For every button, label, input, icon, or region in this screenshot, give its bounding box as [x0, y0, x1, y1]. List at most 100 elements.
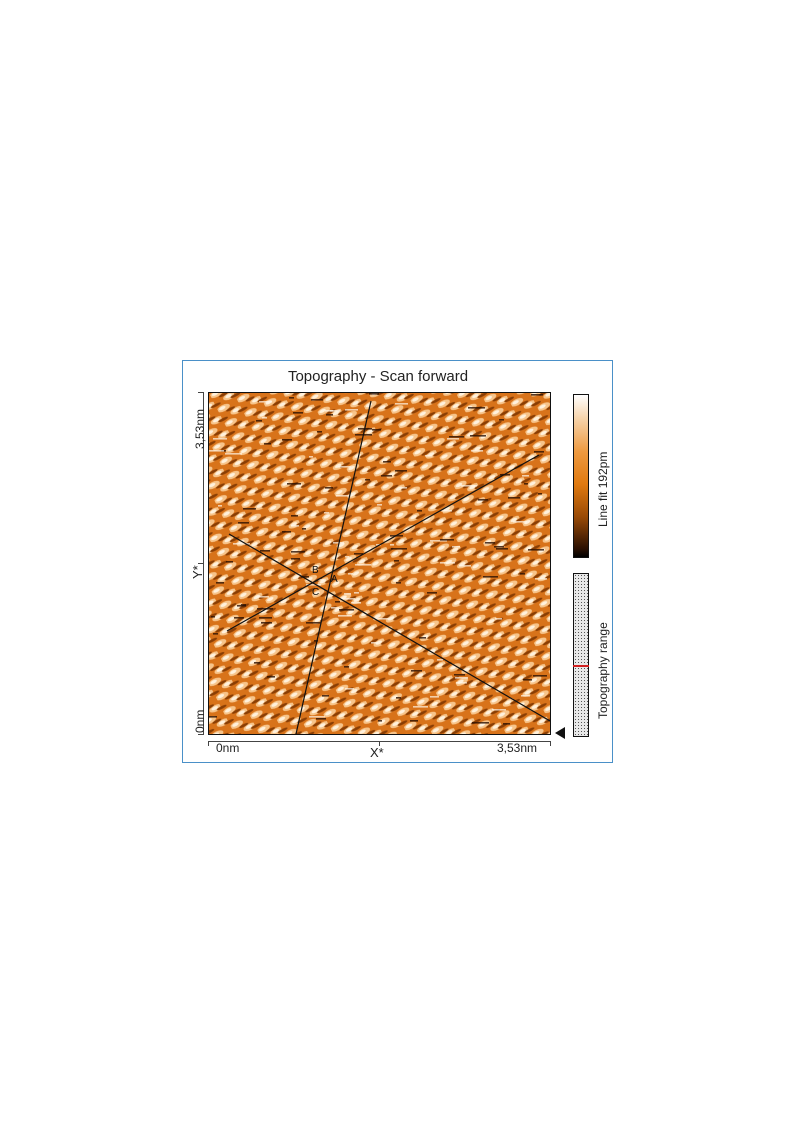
scan-streak — [523, 679, 532, 681]
scan-streak — [419, 637, 426, 639]
scan-streak — [301, 576, 309, 578]
scan-streak — [309, 716, 325, 718]
point-a-label: A — [331, 574, 338, 585]
scan-streak — [494, 546, 504, 548]
scan-streak — [391, 548, 407, 550]
scan-streak — [325, 487, 333, 489]
range-pointer-icon[interactable] — [555, 727, 565, 739]
y-max-label: 3,53nm — [193, 408, 207, 449]
scan-streak — [211, 616, 215, 618]
scan-streak — [345, 688, 354, 690]
profile-line-2 — [228, 533, 550, 722]
scan-streak — [259, 401, 272, 403]
scan-streak — [456, 682, 467, 684]
scan-streak — [413, 706, 428, 708]
scan-streak — [351, 602, 361, 604]
scan-streak — [335, 601, 340, 603]
scan-streak — [452, 546, 460, 548]
scan-streak — [521, 695, 530, 697]
scan-streak — [430, 696, 439, 698]
topography-image — [208, 392, 551, 735]
scan-streak — [449, 436, 464, 438]
scan-streak — [291, 525, 299, 527]
x-tick-min — [208, 741, 209, 746]
scan-streak — [209, 450, 224, 452]
scan-streak — [369, 393, 379, 395]
scan-streak — [324, 512, 329, 514]
scan-streak — [238, 522, 249, 524]
scan-streak — [289, 397, 294, 399]
y-min-label: 0nm — [193, 709, 207, 733]
scan-streak — [218, 505, 222, 507]
scan-streak — [226, 561, 233, 563]
scan-streak — [261, 622, 272, 624]
scan-streak — [390, 544, 394, 546]
scan-streak — [535, 578, 547, 580]
scan-streak — [520, 573, 525, 575]
scan-streak — [344, 593, 351, 595]
scan-streak — [410, 720, 418, 722]
scan-streak — [316, 718, 326, 720]
profile-line-3 — [226, 454, 540, 632]
scan-streak — [472, 722, 489, 724]
scan-streak — [306, 622, 321, 624]
scan-streak — [237, 605, 246, 607]
scan-streak — [496, 548, 508, 550]
scan-streak — [302, 528, 306, 530]
scan-streak — [483, 576, 498, 578]
scan-streak — [260, 550, 270, 552]
scan-streak — [373, 618, 389, 620]
scan-streak — [533, 675, 547, 677]
scan-streak — [314, 640, 318, 642]
scan-streak — [378, 720, 382, 722]
scan-streak — [209, 716, 217, 718]
scan-streak — [225, 453, 242, 455]
y-axis-label: Y* — [190, 565, 205, 579]
scan-streak — [234, 617, 244, 619]
scan-streak — [440, 539, 454, 541]
scan-streak — [377, 504, 382, 506]
scan-streak — [528, 549, 544, 551]
scan-streak — [499, 419, 504, 421]
scan-streak — [485, 542, 495, 544]
scan-streak — [322, 695, 329, 697]
scan-streak — [531, 394, 543, 396]
scan-streak — [459, 565, 471, 567]
scan-streak — [254, 662, 260, 664]
scan-streak — [365, 479, 370, 481]
scan-streak — [341, 598, 355, 600]
scan-streak — [468, 407, 485, 409]
y-tick-mid — [198, 563, 203, 564]
scan-streak — [455, 677, 468, 679]
scan-streak — [213, 438, 227, 440]
scan-streak — [372, 429, 381, 431]
scan-streak — [396, 697, 401, 699]
range-label: Topography range — [596, 622, 610, 719]
scan-streak — [216, 582, 224, 584]
scan-streak — [437, 659, 443, 661]
scan-streak — [395, 403, 408, 405]
scan-streak — [325, 410, 333, 412]
scan-streak — [376, 544, 381, 546]
scan-streak — [441, 510, 452, 512]
scan-streak — [262, 417, 267, 419]
scan-streak — [354, 592, 359, 594]
x-min-label: 0nm — [216, 741, 240, 755]
topography-svg — [209, 393, 550, 734]
scan-streak — [355, 564, 371, 566]
scan-streak — [264, 443, 271, 445]
scan-streak — [395, 470, 407, 472]
scan-streak — [348, 573, 353, 575]
scan-streak — [508, 497, 520, 499]
scan-streak — [256, 420, 262, 422]
figure-title: Topography - Scan forward — [287, 368, 469, 385]
scan-streak — [213, 633, 218, 635]
scan-streak — [383, 461, 391, 463]
scan-streak — [306, 584, 321, 586]
scan-streak — [331, 607, 339, 609]
scan-streak — [318, 579, 324, 581]
scan-streak — [330, 410, 340, 412]
scan-streak — [259, 617, 272, 619]
scan-streak — [471, 450, 483, 452]
scan-streak — [492, 709, 506, 711]
